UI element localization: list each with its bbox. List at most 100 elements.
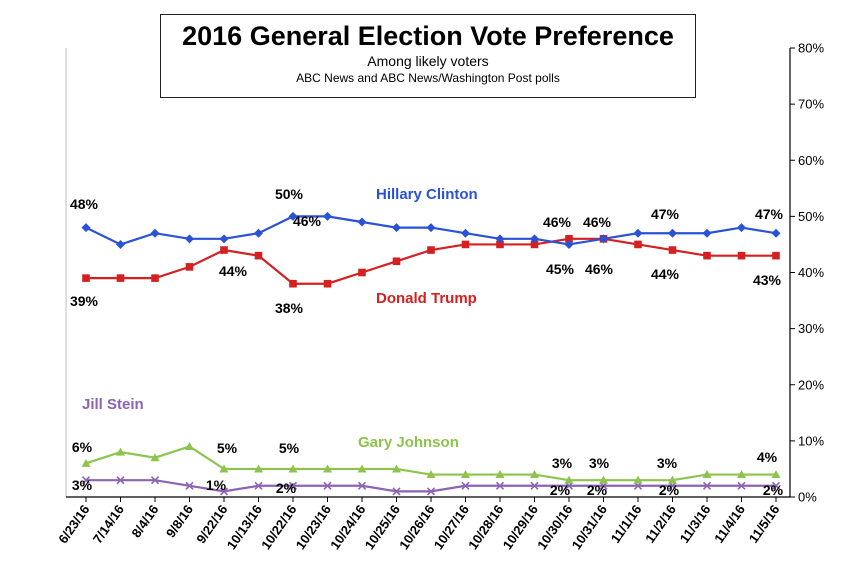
y-tick-label: 0% [798,490,817,505]
data-point-hillary-clinton [599,234,608,244]
data-label: 48% [70,196,99,212]
data-point-gary-johnson [150,453,160,462]
data-point-donald-trump [323,279,332,288]
series-label: Hillary Clinton [376,186,478,203]
y-tick-label: 60% [798,153,824,168]
data-label: 47% [755,206,784,222]
data-point-donald-trump [772,251,780,260]
data-point-donald-trump [427,246,435,254]
data-label: 3% [552,455,573,471]
data-point-hillary-clinton [81,223,91,233]
x-tick-label: 11/2/16 [642,502,679,546]
data-point-gary-johnson [185,441,194,450]
data-point-jill-stein [495,481,505,490]
data-point-jill-stein [323,481,332,490]
data-label: 46% [543,214,572,230]
data-point-hillary-clinton [288,211,298,221]
data-label: 44% [219,263,248,279]
data-point-donald-trump [634,240,642,249]
data-point-hillary-clinton [702,228,712,238]
y-tick-label: 40% [798,265,824,280]
x-tick-label: 7/14/16 [90,502,127,546]
chart-subtitle: Among likely voters [367,53,489,69]
data-label: 1% [206,477,227,493]
data-point-hillary-clinton [668,228,677,238]
x-tick-label: 11/1/16 [608,502,645,546]
series-label: Jill Stein [82,396,144,413]
y-tick-label: 10% [798,433,824,448]
data-label: 2% [659,482,680,498]
data-point-jill-stein [288,481,298,490]
data-label: 5% [217,440,238,456]
data-point-donald-trump [220,246,228,254]
data-point-hillary-clinton [564,239,574,249]
data-label: 50% [275,186,304,202]
data-point-gary-johnson [392,464,401,473]
data-point-donald-trump [703,251,711,260]
data-point-gary-johnson [495,470,505,479]
data-label: 3% [72,477,93,493]
data-point-jill-stein [116,476,125,485]
data-point-gary-johnson [254,464,263,473]
data-point-hillary-clinton [530,234,539,244]
data-point-jill-stein [771,481,781,490]
data-point-gary-johnson [116,447,125,456]
data-point-jill-stein [254,481,263,490]
data-label: 4% [757,449,778,465]
y-tick-label: 80% [798,41,824,56]
chart-title: 2016 General Election Vote Preference [182,21,674,51]
y-tick-label: 30% [798,321,824,336]
series-label: Gary Johnson [358,434,459,451]
data-point-hillary-clinton [219,234,229,244]
data-point-gary-johnson [219,464,229,473]
data-point-jill-stein [392,487,401,496]
series-label: Donald Trump [376,290,477,307]
data-point-gary-johnson [530,470,539,479]
data-point-donald-trump [565,235,573,243]
data-point-gary-johnson [426,470,436,479]
data-point-hillary-clinton [116,239,125,249]
data-point-hillary-clinton [254,228,263,238]
data-point-hillary-clinton [323,211,332,221]
x-tick-label: 11/4/16 [711,502,748,546]
data-label: 47% [651,206,680,222]
data-point-jill-stein [185,481,194,490]
y-tick-label: 20% [798,377,824,392]
data-point-gary-johnson [81,458,91,467]
data-point-gary-johnson [771,470,781,479]
x-tick-label: 6/23/16 [55,502,92,546]
data-point-gary-johnson [633,475,643,484]
data-point-donald-trump [358,268,366,277]
data-point-donald-trump [496,240,504,249]
x-tick-label: 11/5/16 [746,502,783,546]
data-point-jill-stein [737,481,746,490]
data-label: 46% [585,261,614,277]
data-label: 2% [587,482,608,498]
data-label: 45% [546,261,575,277]
data-label: 2% [276,480,297,496]
data-point-gary-johnson [357,464,367,473]
data-point-hillary-clinton [426,223,436,233]
data-label: 46% [583,214,612,230]
chart-title-box: 2016 General Election Vote Preference Am… [160,14,696,98]
data-point-donald-trump [116,274,125,282]
data-point-jill-stein [357,481,367,490]
data-point-hillary-clinton [633,228,643,238]
data-label: 2% [550,482,571,498]
data-point-jill-stein [81,476,91,485]
data-point-jill-stein [461,481,470,490]
data-point-gary-johnson [564,475,574,484]
data-label: 3% [657,455,678,471]
data-point-donald-trump [289,279,297,288]
data-point-gary-johnson [737,470,746,479]
data-point-donald-trump [151,274,159,282]
data-point-jill-stein [702,481,712,490]
data-label: 2% [763,482,784,498]
y-tick-label: 70% [798,97,824,112]
data-point-donald-trump [737,251,746,260]
data-point-gary-johnson [668,475,677,484]
data-point-hillary-clinton [150,228,160,238]
data-point-gary-johnson [702,470,712,479]
data-label: 46% [293,213,322,229]
data-label: 44% [651,266,680,282]
